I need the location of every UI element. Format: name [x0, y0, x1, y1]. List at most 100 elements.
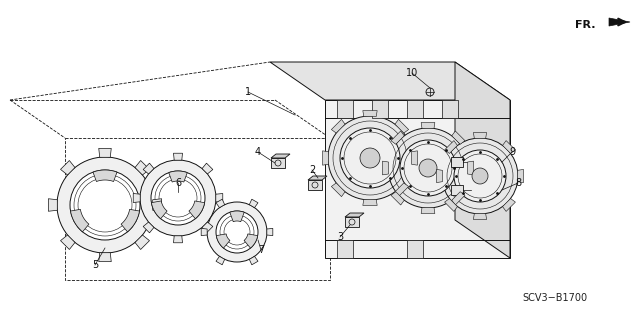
Polygon shape [391, 192, 404, 205]
Polygon shape [70, 209, 89, 232]
Polygon shape [609, 18, 630, 26]
Polygon shape [363, 199, 377, 205]
Polygon shape [143, 163, 154, 174]
Text: 6: 6 [175, 178, 181, 188]
Circle shape [454, 150, 506, 202]
Polygon shape [271, 158, 285, 168]
Polygon shape [337, 240, 353, 258]
Text: SCV3−B1700: SCV3−B1700 [522, 293, 588, 303]
Polygon shape [474, 214, 486, 219]
Polygon shape [468, 161, 474, 175]
Polygon shape [452, 192, 465, 205]
Polygon shape [133, 194, 140, 203]
Circle shape [207, 202, 267, 262]
Polygon shape [152, 201, 167, 219]
Polygon shape [518, 169, 524, 182]
Text: 10: 10 [406, 68, 418, 78]
Polygon shape [502, 198, 515, 211]
Circle shape [400, 140, 456, 196]
Polygon shape [216, 256, 225, 265]
Polygon shape [99, 148, 111, 157]
Polygon shape [216, 199, 225, 208]
Circle shape [70, 170, 140, 240]
Polygon shape [407, 100, 423, 118]
Polygon shape [201, 228, 207, 236]
Polygon shape [363, 111, 377, 116]
Text: 2: 2 [309, 165, 315, 175]
Polygon shape [332, 183, 345, 197]
Circle shape [328, 116, 412, 200]
Polygon shape [442, 100, 458, 118]
Circle shape [419, 159, 437, 177]
Text: 5: 5 [92, 260, 98, 270]
Circle shape [57, 157, 153, 253]
Polygon shape [216, 234, 230, 248]
Polygon shape [121, 209, 140, 232]
Polygon shape [323, 151, 328, 165]
Polygon shape [267, 228, 273, 236]
Polygon shape [412, 151, 417, 165]
Text: FR.: FR. [575, 20, 596, 30]
Text: 3: 3 [337, 232, 343, 242]
Polygon shape [49, 199, 58, 211]
Polygon shape [383, 161, 388, 175]
Polygon shape [143, 222, 154, 233]
Polygon shape [345, 213, 364, 217]
Polygon shape [135, 160, 150, 175]
Circle shape [388, 128, 468, 208]
Polygon shape [270, 62, 510, 100]
Text: 7: 7 [258, 245, 264, 255]
Polygon shape [502, 141, 515, 153]
Circle shape [151, 171, 205, 225]
Polygon shape [230, 211, 244, 222]
Polygon shape [271, 154, 290, 158]
Text: 4: 4 [255, 147, 261, 157]
Polygon shape [474, 132, 486, 138]
Polygon shape [308, 176, 327, 180]
Polygon shape [325, 100, 510, 258]
Circle shape [442, 138, 518, 214]
Circle shape [360, 148, 380, 168]
Polygon shape [445, 141, 458, 153]
Circle shape [216, 211, 258, 253]
Polygon shape [451, 185, 463, 195]
Polygon shape [395, 183, 408, 197]
Polygon shape [153, 199, 162, 211]
Polygon shape [345, 217, 359, 227]
Polygon shape [250, 256, 258, 265]
Polygon shape [216, 194, 223, 203]
Polygon shape [421, 208, 435, 213]
Polygon shape [372, 100, 388, 118]
Polygon shape [61, 160, 75, 175]
Polygon shape [332, 119, 345, 133]
Polygon shape [455, 62, 510, 258]
Text: 8: 8 [515, 178, 521, 188]
Polygon shape [395, 119, 408, 133]
Text: 1: 1 [245, 87, 251, 97]
Polygon shape [189, 201, 205, 219]
Polygon shape [407, 240, 423, 258]
Polygon shape [61, 235, 75, 249]
Polygon shape [93, 170, 117, 182]
Circle shape [140, 160, 216, 236]
Polygon shape [99, 253, 111, 262]
Circle shape [426, 88, 434, 96]
Polygon shape [202, 222, 213, 233]
Polygon shape [308, 180, 322, 190]
Polygon shape [436, 169, 442, 182]
Polygon shape [202, 163, 213, 174]
Polygon shape [244, 234, 258, 248]
Polygon shape [250, 199, 258, 208]
Polygon shape [445, 198, 458, 211]
Polygon shape [452, 131, 465, 144]
Polygon shape [169, 171, 188, 182]
Polygon shape [451, 157, 463, 167]
Circle shape [472, 168, 488, 184]
Text: 9: 9 [509, 147, 515, 157]
Polygon shape [337, 100, 353, 118]
Circle shape [340, 128, 400, 188]
Polygon shape [173, 153, 182, 160]
Polygon shape [135, 235, 150, 249]
Polygon shape [391, 131, 404, 144]
Polygon shape [421, 122, 435, 129]
